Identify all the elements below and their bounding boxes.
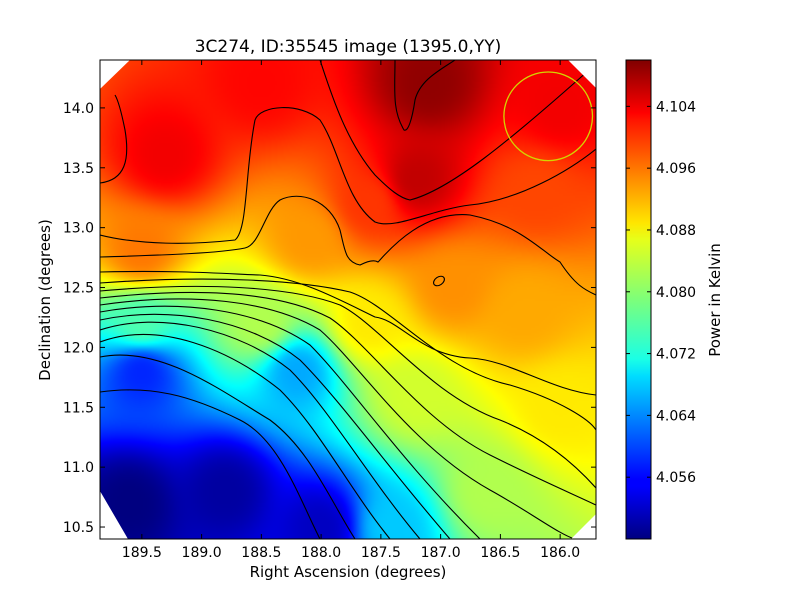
y-axis-label: Declination (degrees) xyxy=(36,219,54,381)
y-tick-label: 11.5 xyxy=(63,400,94,416)
contour-line xyxy=(100,291,596,506)
contour-line xyxy=(100,305,481,539)
contour-line xyxy=(100,298,576,539)
x-tick-label: 186.0 xyxy=(540,545,580,561)
colorbar-tick-label: 4.064 xyxy=(656,408,696,424)
colorbar-tick-label: 4.080 xyxy=(656,285,696,301)
plot-frame xyxy=(99,59,597,540)
x-tick-label: 188.0 xyxy=(301,545,341,561)
colorbar-tick-label: 4.072 xyxy=(656,347,696,363)
heatmap-area xyxy=(100,60,596,539)
x-tick-label: 189.5 xyxy=(122,545,162,561)
x-tick-label: 187.5 xyxy=(361,545,401,561)
contour-line xyxy=(100,278,596,431)
contour-line xyxy=(100,334,391,539)
contour-line xyxy=(100,195,596,296)
chart-title: 3C274, ID:35545 image (1395.0,YY) xyxy=(195,37,502,57)
contour-line xyxy=(100,285,596,489)
colorbar-tick-label: 4.096 xyxy=(656,161,696,177)
contour-line xyxy=(100,313,451,539)
x-tick-label: 187.0 xyxy=(421,545,461,561)
colorbar xyxy=(625,59,652,540)
contour-line xyxy=(100,389,321,539)
x-axis-label: Right Ascension (degrees) xyxy=(250,563,447,581)
x-tick-label: 189.0 xyxy=(182,545,222,561)
x-tick-label: 186.5 xyxy=(480,545,520,561)
contour-line xyxy=(100,354,356,539)
contour-line xyxy=(100,107,596,244)
x-axis-ticks: 189.5 189.0 188.5 188.0 187.5 187.0 186.5 186.0 xyxy=(122,60,580,561)
contour-line xyxy=(433,275,445,287)
x-tick-label: 188.5 xyxy=(241,545,281,561)
contour-line xyxy=(100,321,421,539)
y-tick-label: 11.0 xyxy=(63,460,94,476)
contour-line xyxy=(319,60,596,201)
colorbar-label: Power in Kelvin xyxy=(706,243,724,357)
y-axis-ticks: 10.5 11.0 11.5 12.0 12.5 13.0 13.5 14.0 xyxy=(63,101,596,536)
colorbar-ticks: 4.056 4.064 4.072 4.080 4.088 4.096 4.104 xyxy=(626,99,696,486)
contour-lines xyxy=(100,60,596,539)
y-tick-label: 12.0 xyxy=(63,340,94,356)
y-tick-label: 13.5 xyxy=(63,161,94,177)
beam-circle xyxy=(503,71,594,162)
colorbar-tick-label: 4.104 xyxy=(656,99,696,115)
contour-line xyxy=(394,60,456,131)
colorbar-tick-label: 4.056 xyxy=(656,470,696,486)
contour-line xyxy=(100,270,596,396)
colorbar-tick-label: 4.088 xyxy=(656,223,696,239)
contour-line xyxy=(100,94,128,184)
y-tick-label: 10.5 xyxy=(63,520,94,536)
y-tick-label: 13.0 xyxy=(63,221,94,237)
y-tick-label: 12.5 xyxy=(63,281,94,297)
y-tick-label: 14.0 xyxy=(63,101,94,117)
